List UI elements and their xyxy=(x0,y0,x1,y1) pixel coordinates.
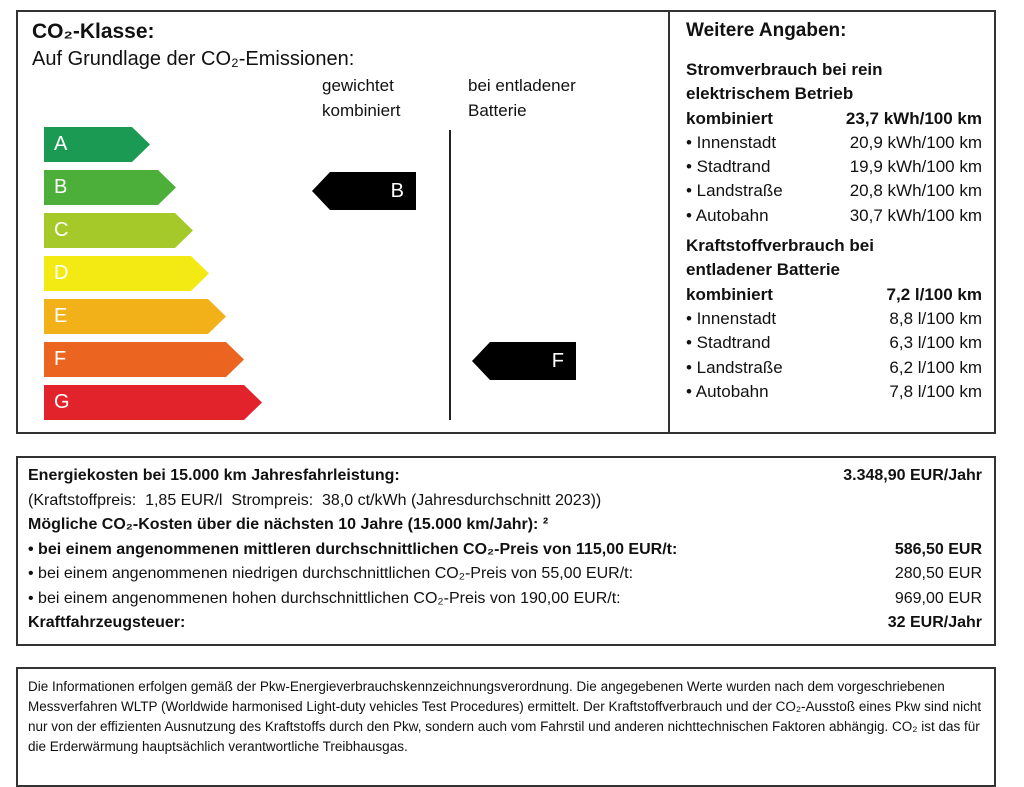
footer-text: Die Informationen erfolgen gemäß der Pkw… xyxy=(28,679,982,754)
row-value: 20,9 kWh/100 km xyxy=(849,132,982,152)
co2-cost-label: • bei einem angenommenen mittleren durch… xyxy=(28,540,678,558)
co2-cost-heading: Mögliche CO₂-Kosten über die nächsten 10… xyxy=(28,516,549,533)
tax-label: Kraftfahrzeugsteuer: xyxy=(28,614,186,631)
kraft-rows-item: • Landstraße 6,2 l/100 km xyxy=(686,356,982,380)
row-value: 30,7 kWh/100 km xyxy=(849,205,982,225)
co2-cost-value: 969,00 EUR xyxy=(894,589,982,607)
row-value: 6,3 l/100 km xyxy=(889,333,982,353)
energy-cost-value: 3.348,90 EUR/Jahr xyxy=(843,467,982,484)
strom-rows-item: • Stadtrand 19,9 kWh/100 km xyxy=(686,155,982,179)
energy-cost-label: Energiekosten bei 15.000 km Jahresfahrle… xyxy=(28,467,400,484)
row-label: • Innenstadt xyxy=(686,308,777,328)
strom-rows-item: • Innenstadt 20,9 kWh/100 km xyxy=(686,131,982,155)
row-value: 23,7 kWh/100 km xyxy=(845,108,982,128)
row-label: • Innenstadt xyxy=(686,132,777,152)
row-value: 20,8 kWh/100 km xyxy=(849,181,982,201)
row-label: • Autobahn xyxy=(686,381,769,401)
further-info-panel: Weitere Angaben: Stromverbrauch bei rein… xyxy=(668,10,996,434)
row-value: 7,2 l/100 km xyxy=(886,284,982,304)
co2-cost-value: 586,50 EUR xyxy=(894,540,982,558)
costs-panel: Energiekosten bei 15.000 km Jahresfahrle… xyxy=(16,456,996,646)
row-value: 7,8 l/100 km xyxy=(889,381,982,401)
co2-cost-label: • bei einem angenommenen hohen durchschn… xyxy=(28,589,621,607)
class-bar-a: A xyxy=(44,127,150,162)
row-label: • Autobahn xyxy=(686,205,769,225)
co2-cost-value: 280,50 EUR xyxy=(894,565,982,582)
class-bar-f: F xyxy=(44,342,244,377)
strom-rows-item: • Landstraße 20,8 kWh/100 km xyxy=(686,179,982,203)
col-weighted-l2: kombiniert xyxy=(322,101,401,120)
co2-subtitle: Auf Grundlage der CO₂-Emissionen: xyxy=(32,48,355,70)
strom-heading-2: elektrischem Betrieb xyxy=(686,84,854,104)
class-bar-d: D xyxy=(44,256,209,291)
co2-cost-row: • bei einem angenommenen mittleren durch… xyxy=(28,538,982,563)
row-label: kombiniert xyxy=(686,108,773,128)
co2-cost-label: • bei einem angenommenen niedrigen durch… xyxy=(28,565,634,582)
row-value: 19,9 kWh/100 km xyxy=(849,157,982,177)
row-label: • Stadtrand xyxy=(686,333,771,353)
kraft-rows-item: • Innenstadt 8,8 l/100 km xyxy=(686,307,982,331)
row-label: • Landstraße xyxy=(686,181,783,201)
col-discharged-l2: Batterie xyxy=(468,101,527,120)
kraft-heading-2: entladener Batterie xyxy=(686,260,840,280)
row-label: kombiniert xyxy=(686,284,773,304)
row-value: 8,8 l/100 km xyxy=(889,308,982,328)
column-divider xyxy=(449,130,451,420)
further-info-title: Weitere Angaben: xyxy=(686,20,847,41)
strom-rows-item: • Autobahn 30,7 kWh/100 km xyxy=(686,204,982,228)
kraft-rows-item: • Stadtrand 6,3 l/100 km xyxy=(686,331,982,355)
col-discharged-l1: bei entladener xyxy=(468,76,576,95)
class-bar-g: G xyxy=(44,385,262,420)
class-bar-e: E xyxy=(44,299,226,334)
tax-value: 32 EUR/Jahr xyxy=(887,614,982,631)
co2-cost-row: • bei einem angenommenen hohen durchschn… xyxy=(28,587,982,612)
class-bar-b: B xyxy=(44,170,176,205)
co2-cost-row: • bei einem angenommenen niedrigen durch… xyxy=(28,562,982,587)
kraft-rows-item: kombiniert 7,2 l/100 km xyxy=(686,283,982,307)
strom-rows-item: kombiniert 23,7 kWh/100 km xyxy=(686,107,982,131)
col-weighted-l1: gewichtet xyxy=(322,76,394,95)
footer-note-panel: Die Informationen erfolgen gemäß der Pkw… xyxy=(16,667,996,787)
prices: (Kraftstoffpreis: 1,85 EUR/l Strompreis:… xyxy=(28,491,602,509)
kraft-rows-item: • Autobahn 7,8 l/100 km xyxy=(686,380,982,404)
row-label: • Stadtrand xyxy=(686,157,771,177)
discharged-class-pointer: F xyxy=(472,342,576,380)
row-label: • Landstraße xyxy=(686,357,783,377)
kraft-heading-1: Kraftstoffverbrauch bei xyxy=(686,236,874,256)
weighted-class-pointer: B xyxy=(312,172,416,210)
co2-title: CO₂-Klasse: xyxy=(32,20,155,43)
row-value: 6,2 l/100 km xyxy=(889,357,982,377)
co2-class-panel: CO₂-Klasse: Auf Grundlage der CO₂-Emissi… xyxy=(16,10,670,434)
class-bar-c: C xyxy=(44,213,193,248)
strom-heading-1: Stromverbrauch bei rein xyxy=(686,60,883,79)
